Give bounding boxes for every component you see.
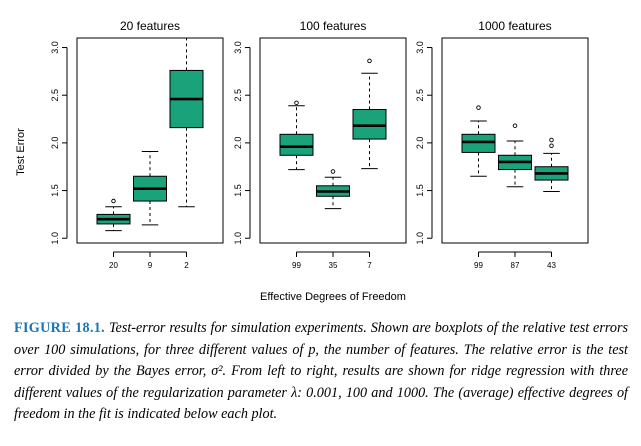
box-99: [279, 100, 314, 171]
box-99: [461, 105, 496, 177]
panel-title: 1000 features: [478, 19, 551, 33]
outlier-point: [294, 100, 299, 106]
panel-title: 100 features: [300, 19, 367, 33]
outlier-point: [476, 105, 481, 110]
outlier-point: [512, 123, 518, 128]
y-tick-label: 2.0: [50, 137, 60, 150]
box-43: [534, 137, 569, 193]
outlier-point: [549, 137, 554, 143]
box-7: [352, 58, 387, 170]
outlier-point: [111, 198, 116, 204]
box-35: [316, 169, 350, 210]
y-tick-label: 2.0: [233, 137, 243, 150]
y-tick-label: 1.5: [415, 184, 425, 197]
y-tick-label: 3.0: [50, 41, 60, 54]
y-tick-label: 1.5: [50, 184, 60, 197]
outlier-point: [367, 58, 372, 64]
figure-label: FIGURE 18.1.: [14, 320, 106, 336]
x-tick-label: 9: [148, 261, 153, 270]
plot-frame: [76, 37, 224, 244]
outlier-point: [330, 169, 336, 174]
plot-frame: [441, 37, 589, 244]
y-tick-label: 3.0: [415, 41, 425, 54]
x-tick-label: 99: [474, 261, 483, 270]
y-tick-label: 1.0: [415, 232, 425, 245]
y-tick-label: 2.5: [50, 89, 60, 102]
x-tick-label: 99: [292, 261, 301, 270]
y-tick-label: 2.5: [415, 89, 425, 102]
panels: 20 features 1.0 1.5 2.0 2.5 3.0 20 9 2 100 featur…: [50, 19, 589, 270]
y-tick-label: 2.5: [233, 89, 243, 102]
iqr-box: [352, 109, 387, 140]
caption-text: Test-error results for simulation experi…: [14, 320, 629, 422]
figure-caption: FIGURE 18.1. Test-error results for simu…: [14, 318, 628, 426]
x-tick-label: 43: [547, 261, 556, 270]
box-2: [169, 38, 204, 208]
x-axis-label: Effective Degrees of Freedom: [260, 291, 406, 303]
x-tick-label: 87: [511, 261, 520, 270]
y-tick-label: 1.0: [50, 232, 60, 245]
panel-1: 20 features 1.0 1.5 2.0 2.5 3.0 20 9 2: [50, 19, 224, 270]
panel-2: 100 features 1.0 1.5 2.0 2.5 3.0 99 35 7: [233, 19, 407, 270]
y-tick-label: 1.5: [233, 184, 243, 197]
outlier-point: [549, 143, 554, 148]
y-tick-label: 3.0: [233, 41, 243, 54]
iqr-box: [279, 133, 314, 156]
y-tick-label: 2.0: [415, 137, 425, 150]
panel-3: 1000 features 1.0 1.5 2.0 2.5 3.0 99 87 43: [415, 19, 589, 270]
box-20: [96, 198, 131, 232]
box-9: [133, 150, 167, 226]
plot-frame: [259, 37, 407, 244]
x-tick-label: 20: [109, 261, 118, 270]
box-87: [498, 123, 532, 188]
x-tick-label: 35: [329, 261, 338, 270]
y-axis-label: Test Error: [15, 128, 27, 176]
iqr-box: [461, 133, 496, 153]
x-tick-label: 2: [184, 261, 189, 270]
y-tick-label: 1.0: [233, 232, 243, 245]
x-tick-label: 7: [367, 261, 372, 270]
panel-title: 20 features: [120, 19, 180, 33]
